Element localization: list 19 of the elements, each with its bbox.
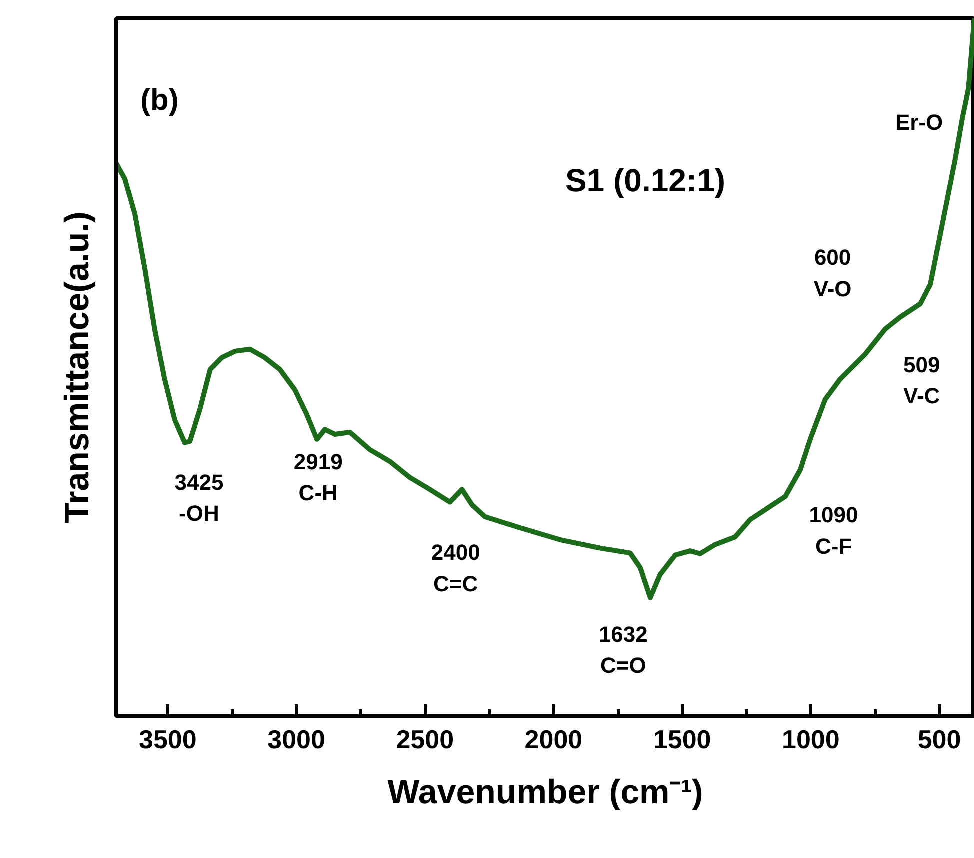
x-tick-label: 1000 xyxy=(782,724,840,754)
x-axis-title: Wavenumber (cm⁻¹) xyxy=(388,774,704,812)
y-axis-title: Transmittance(a.u.) xyxy=(58,212,96,524)
annotation: 600 V-O xyxy=(814,245,852,302)
annotation: 1090 C-F xyxy=(809,502,858,559)
annotation: 1632 C=O xyxy=(598,622,648,678)
x-tick-label: 2000 xyxy=(524,724,583,754)
annotation: 2400 C=C xyxy=(431,540,480,596)
x-tick-label: 1500 xyxy=(653,724,712,754)
annotation: 509 V-C xyxy=(904,352,940,409)
text: S1 (0.12:1) xyxy=(565,162,726,198)
x-tick-label: 3500 xyxy=(139,724,197,754)
annotation: 2919 C-H xyxy=(294,449,343,506)
annotation: Er-O xyxy=(896,110,944,135)
x-tick-label: 500 xyxy=(918,724,962,754)
x-tick-label: 2500 xyxy=(396,724,454,754)
annotation: 3425 -OH xyxy=(174,470,224,526)
x-tick-label: 3000 xyxy=(268,724,326,754)
annotation: (b) xyxy=(140,84,179,117)
